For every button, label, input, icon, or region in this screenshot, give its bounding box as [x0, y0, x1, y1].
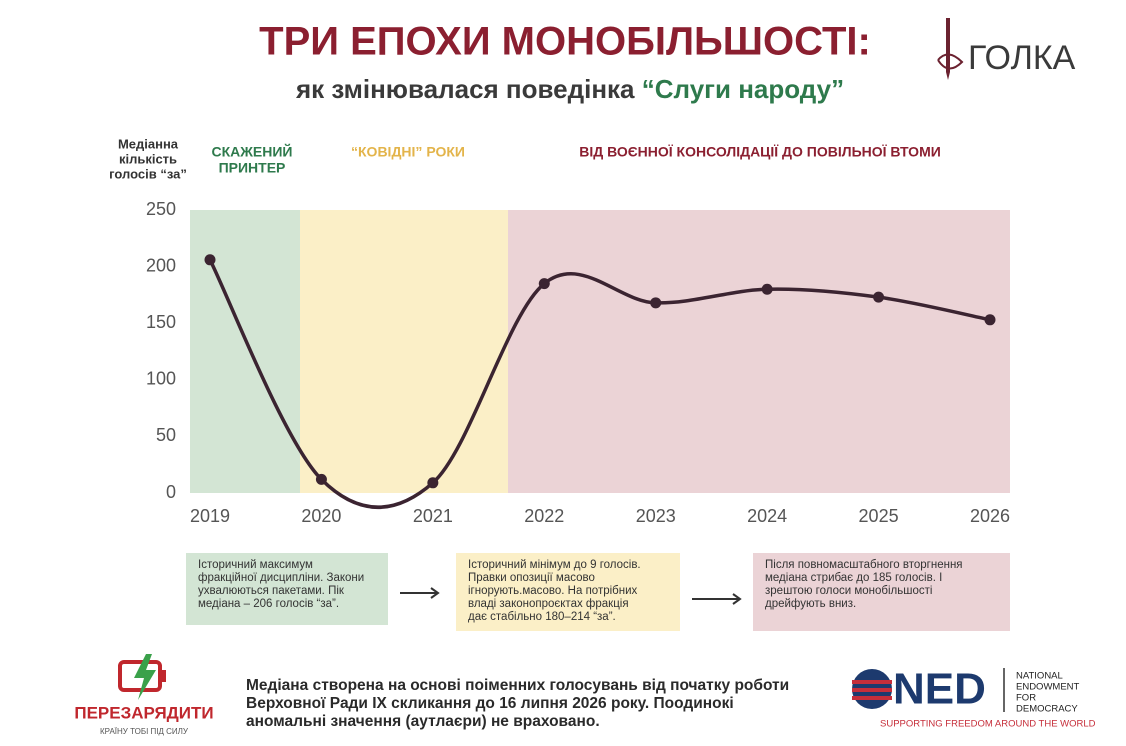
- era-band: [300, 210, 508, 493]
- point: [761, 283, 773, 295]
- era-label: ВІД ВОЄННОЇ КОНСОЛІДАЦІЇ ДО ПОВІЛЬНОЇ ВТ…: [579, 144, 941, 160]
- x-tick-label: 2019: [190, 506, 230, 526]
- x-tick-label: 2026: [970, 506, 1010, 526]
- x-tick-label: 2024: [747, 506, 787, 526]
- partner-name: ПЕРЕЗАРЯДИТИ: [74, 703, 213, 722]
- era-label: ПРИНТЕР: [219, 160, 286, 176]
- y-axis-label: голосів “за”: [109, 166, 187, 181]
- note-text: владі законопроєктах фракція: [468, 598, 629, 610]
- footer-line: Медіана створена на основі поіменних гол…: [246, 677, 789, 694]
- point: [650, 297, 662, 309]
- partner-logo: ПЕРЕЗАРЯДИТИ КРАЇНУ ТОБІ ПІД СИЛУ: [74, 654, 214, 736]
- note-text: Історичний мінімум до 9 голосів.: [468, 559, 641, 571]
- y-tick-label: 250: [146, 199, 176, 219]
- y-tick-label: 200: [146, 255, 176, 275]
- ned-name: FOR: [1016, 693, 1036, 704]
- x-tick-label: 2022: [524, 506, 564, 526]
- note-text: зрештою голоси монобільшості: [765, 585, 932, 597]
- ned-name: ENDOWMENT: [1016, 682, 1080, 693]
- point: [873, 291, 885, 303]
- ned-logo: NED SUPPORTING FREEDOM AROUND THE WORLD …: [852, 665, 1096, 730]
- x-tick-label: 2021: [413, 506, 453, 526]
- point: [538, 278, 550, 290]
- note-text: ухвалюються пакетами. Пік: [198, 585, 345, 597]
- subtitle-main: як змінювалася поведінка: [295, 74, 635, 104]
- x-tick-label: 2023: [636, 506, 676, 526]
- note-text: Історичний максимум: [198, 559, 313, 571]
- brand: ГОЛКА: [968, 39, 1076, 77]
- y-tick-label: 150: [146, 312, 176, 332]
- note-text: дає стабільно 180–214 “за”.: [468, 611, 616, 623]
- note-text: медіана стрибає до 185 голосів. І: [765, 572, 942, 584]
- era-band: [508, 210, 1010, 493]
- ned-name: DEMOCRACY: [1016, 704, 1078, 715]
- subtitle-highlight: “Слуги народу”: [642, 74, 844, 104]
- footer-line: Верховної Ради IX скликання до 16 липня …: [246, 695, 734, 712]
- title: ТРИ ЕПОХИ МОНОБІЛЬШОСТІ:: [259, 20, 871, 64]
- era-band: [190, 210, 300, 493]
- golka-logo: ГОЛКА: [937, 18, 1076, 80]
- partner-tagline: КРАЇНУ ТОБІ ПІД СИЛУ: [100, 727, 189, 736]
- point: [315, 473, 327, 485]
- point: [984, 314, 996, 326]
- x-tick-label: 2020: [301, 506, 341, 526]
- note-text: ігнорують.масово. На потрібних: [468, 585, 638, 597]
- point: [204, 254, 216, 266]
- note-text: дрейфують вниз.: [765, 598, 856, 610]
- era-label: “КОВІДНІ” РОКИ: [351, 144, 465, 160]
- subtitle: як змінювалася поведінка “Слуги народу”: [295, 74, 844, 104]
- note-box: [186, 553, 388, 625]
- note-box: [456, 553, 680, 631]
- y-axis-label: Медіанна: [118, 136, 179, 151]
- ned-acronym: NED: [893, 665, 986, 714]
- note-text: медіана – 206 голосів “за”.: [198, 598, 339, 610]
- ned-tagline: SUPPORTING FREEDOM AROUND THE WORLD: [880, 719, 1096, 730]
- point: [427, 477, 439, 489]
- era-label: СКАЖЕНИЙ: [212, 143, 293, 160]
- note-box: [753, 553, 1010, 631]
- y-axis-label: кількість: [119, 151, 177, 166]
- note-text: Правки опозиції масово: [468, 572, 595, 584]
- y-tick-label: 100: [146, 369, 176, 389]
- y-tick-label: 0: [166, 482, 176, 502]
- footer-text: Медіана створена на основі поіменних гол…: [246, 677, 789, 730]
- x-tick-label: 2025: [859, 506, 899, 526]
- arrows: [400, 587, 742, 605]
- ned-name: NATIONAL: [1016, 671, 1063, 682]
- footer-line: аномальні значення (аутлаєри) не врахова…: [246, 713, 600, 730]
- note-text: фракційної дисципліни. Закони: [198, 572, 364, 584]
- y-tick-label: 50: [156, 425, 176, 445]
- note-text: Після повномасштабного вторгнення: [765, 559, 963, 571]
